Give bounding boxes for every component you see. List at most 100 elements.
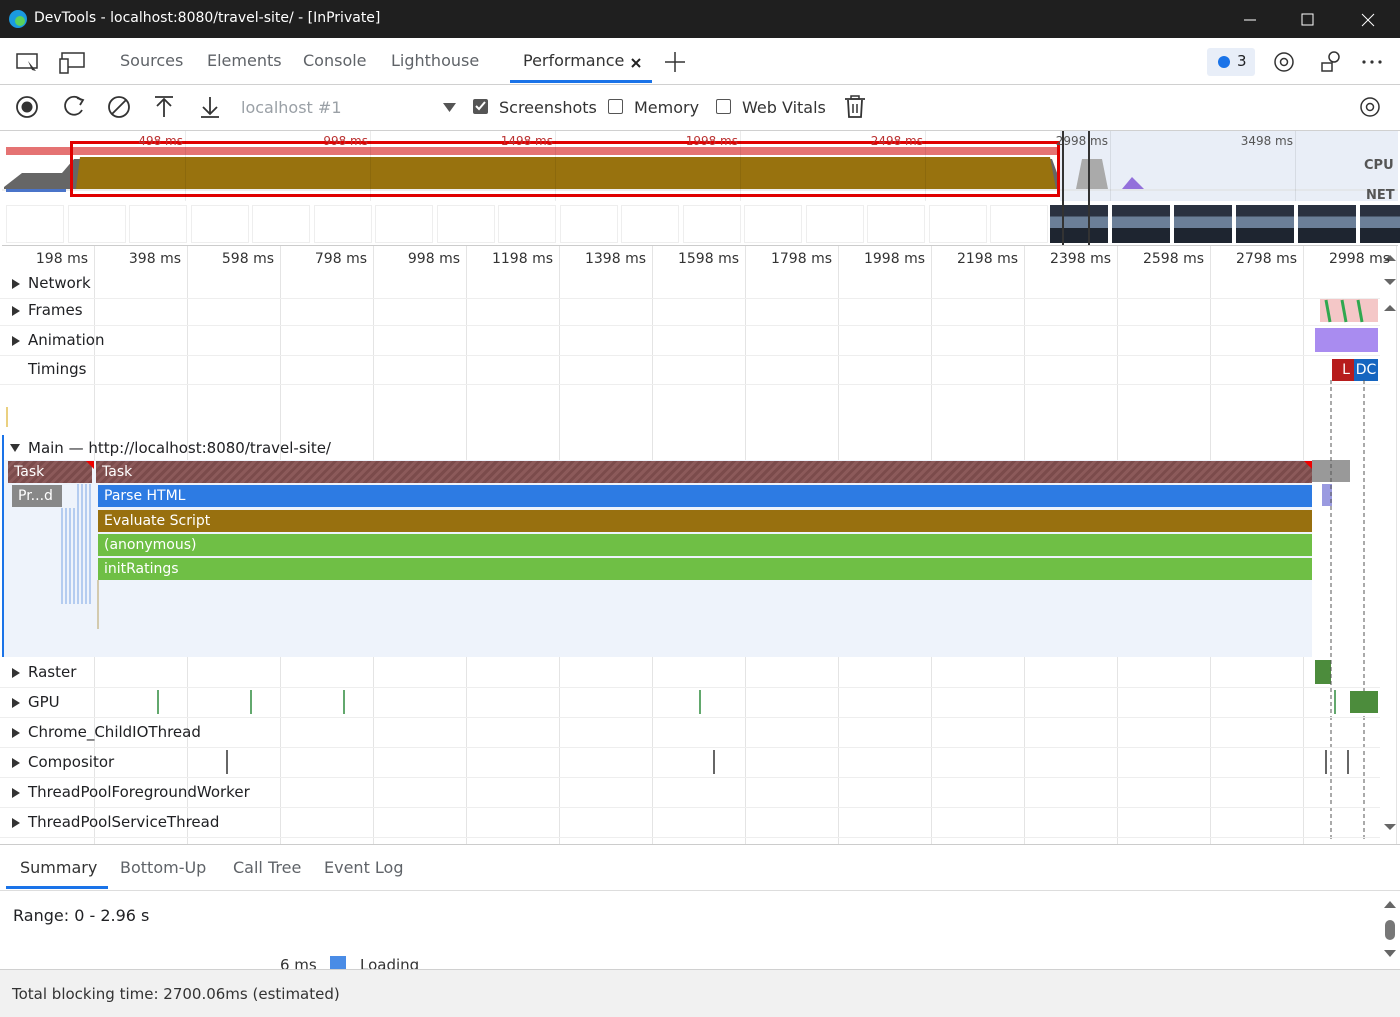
bottom-tab[interactable]: Call Tree xyxy=(233,858,302,877)
divider xyxy=(0,890,1400,891)
timeline-overview[interactable]: CPU NET 498 ms 998 ms 1498 ms 1998 ms 2498 m… xyxy=(2,131,1400,246)
track-toggle[interactable] xyxy=(12,668,20,678)
cpu-label: CPU xyxy=(1364,158,1394,173)
filmstrip-frame xyxy=(867,205,925,243)
grid-line xyxy=(1396,246,1397,844)
checkbox-label[interactable]: Memory xyxy=(634,98,700,117)
devtools-tab[interactable]: Performance xyxy=(523,51,625,70)
tab-close-add[interactable] xyxy=(630,52,690,72)
ruler-label: 198 ms xyxy=(35,251,88,267)
ruler-label: 798 ms xyxy=(314,251,367,267)
flame-event[interactable]: Parse HTML xyxy=(98,485,1312,507)
selection-highlight xyxy=(70,141,1060,197)
screenshot-thumb xyxy=(1360,205,1400,243)
flame-event[interactable]: Pr...d xyxy=(12,485,62,507)
track-toggle[interactable] xyxy=(12,818,20,828)
dropdown-arrow[interactable] xyxy=(443,103,457,113)
filmstrip-frame xyxy=(6,205,64,243)
filmstrip-frame xyxy=(621,205,679,243)
ruler-label: 2798 ms xyxy=(1235,251,1297,267)
track-toggle[interactable] xyxy=(12,336,20,346)
settings-icons[interactable] xyxy=(1272,50,1388,74)
target-select[interactable]: localhost #1 xyxy=(241,98,342,117)
overview-tick-label: 3498 ms xyxy=(1240,134,1293,148)
timing-tick xyxy=(6,407,8,427)
track-toggle[interactable] xyxy=(12,788,20,798)
thread-ticks xyxy=(157,690,1378,774)
trash-icon[interactable] xyxy=(843,95,867,119)
track-title: Timings xyxy=(28,360,87,378)
ruler-label: 1398 ms xyxy=(584,251,646,267)
track-title: Frames xyxy=(28,301,83,319)
issues-count: 3 xyxy=(1237,52,1247,70)
tab-icons[interactable] xyxy=(16,52,88,74)
flame-event[interactable]: initRatings xyxy=(98,558,1312,580)
bottom-tab[interactable]: Event Log xyxy=(324,858,404,877)
track-separator xyxy=(0,687,1380,688)
screenshot-thumb xyxy=(1112,205,1170,243)
filmstrip-frame xyxy=(990,205,1048,243)
selection-handle[interactable] xyxy=(1088,131,1090,245)
performance-toolbar: localhost #1 Screenshots Memory Web Vitals xyxy=(0,85,1400,131)
active-bottom-tab xyxy=(6,886,108,889)
flame-event[interactable]: (anonymous) xyxy=(98,534,1312,556)
devtools-tab[interactable]: Console xyxy=(303,51,367,70)
overview-grid-line xyxy=(1110,131,1111,201)
overview-tick-label: 2498 ms xyxy=(870,134,923,148)
track-toggle[interactable] xyxy=(12,758,20,768)
flame-event[interactable]: Task xyxy=(8,461,92,483)
status-bar: Total blocking time: 2700.06ms (estimate… xyxy=(0,969,1400,1017)
browser-icon xyxy=(9,10,27,28)
checkbox-label[interactable]: Web Vitals xyxy=(742,98,826,117)
issues-badge[interactable]: 3 xyxy=(1207,48,1255,76)
track-title: Raster xyxy=(28,663,77,681)
track-toggle[interactable] xyxy=(12,698,20,708)
overview-grid-line xyxy=(740,131,741,201)
net-label: NET xyxy=(1366,188,1395,203)
ruler-label: 2398 ms xyxy=(1049,251,1111,267)
filmstrip-frame xyxy=(313,205,372,243)
summary-scrollbar[interactable] xyxy=(1382,898,1398,962)
window-controls[interactable] xyxy=(1244,12,1384,28)
ruler-label: 1598 ms xyxy=(677,251,739,267)
overview-tick-label: 998 ms xyxy=(323,134,368,148)
timing-marker[interactable]: L xyxy=(1332,359,1360,381)
devtools-tab[interactable]: Lighthouse xyxy=(391,51,480,70)
capture-settings[interactable] xyxy=(1358,95,1382,119)
flame-event[interactable]: Evaluate Script xyxy=(98,510,1312,532)
checkbox[interactable] xyxy=(608,99,623,114)
track-toggle[interactable] xyxy=(12,728,20,738)
filmstrip-frame xyxy=(129,205,187,243)
track-separator xyxy=(0,807,1380,808)
main-toggle[interactable] xyxy=(10,444,20,452)
filmstrip-frame xyxy=(375,205,433,243)
selection-handle[interactable] xyxy=(1062,131,1064,245)
bottom-tab[interactable]: Summary xyxy=(20,858,98,877)
ruler-label: 2998 ms xyxy=(1328,251,1390,267)
divider xyxy=(0,844,1400,845)
flame-event[interactable]: Task xyxy=(96,461,1312,483)
track-title: GPU xyxy=(28,693,60,711)
track-separator xyxy=(0,717,1380,718)
window-title: DevTools - localhost:8080/travel-site/ -… xyxy=(34,10,381,26)
scrollbar-arrows[interactable] xyxy=(1382,253,1398,833)
filmstrip-frame xyxy=(498,205,556,243)
timing-marker[interactable]: DC xyxy=(1354,359,1378,381)
filmstrip-frame xyxy=(67,205,126,243)
filmstrip-frame xyxy=(805,205,864,243)
long-task-flag xyxy=(86,461,94,469)
checkbox[interactable] xyxy=(716,99,731,114)
devtools-tab[interactable]: Sources xyxy=(120,51,184,70)
devtools-tab[interactable]: Elements xyxy=(207,51,282,70)
track-title: ThreadPoolForegroundWorker xyxy=(28,783,250,801)
overview-red-bar xyxy=(6,147,1060,155)
track-toggle[interactable] xyxy=(12,306,20,316)
toolbar-buttons[interactable] xyxy=(14,95,224,121)
track-toggle[interactable] xyxy=(12,279,20,289)
checkbox[interactable] xyxy=(473,99,488,114)
cpu-graph xyxy=(2,157,1398,191)
overview-grid-line xyxy=(1295,131,1296,201)
checkbox-label[interactable]: Screenshots xyxy=(499,98,597,117)
tab-bar: 3 Sources Elements Console Lighthouse Perfor… xyxy=(0,38,1400,85)
bottom-tab[interactable]: Bottom-Up xyxy=(120,858,207,877)
